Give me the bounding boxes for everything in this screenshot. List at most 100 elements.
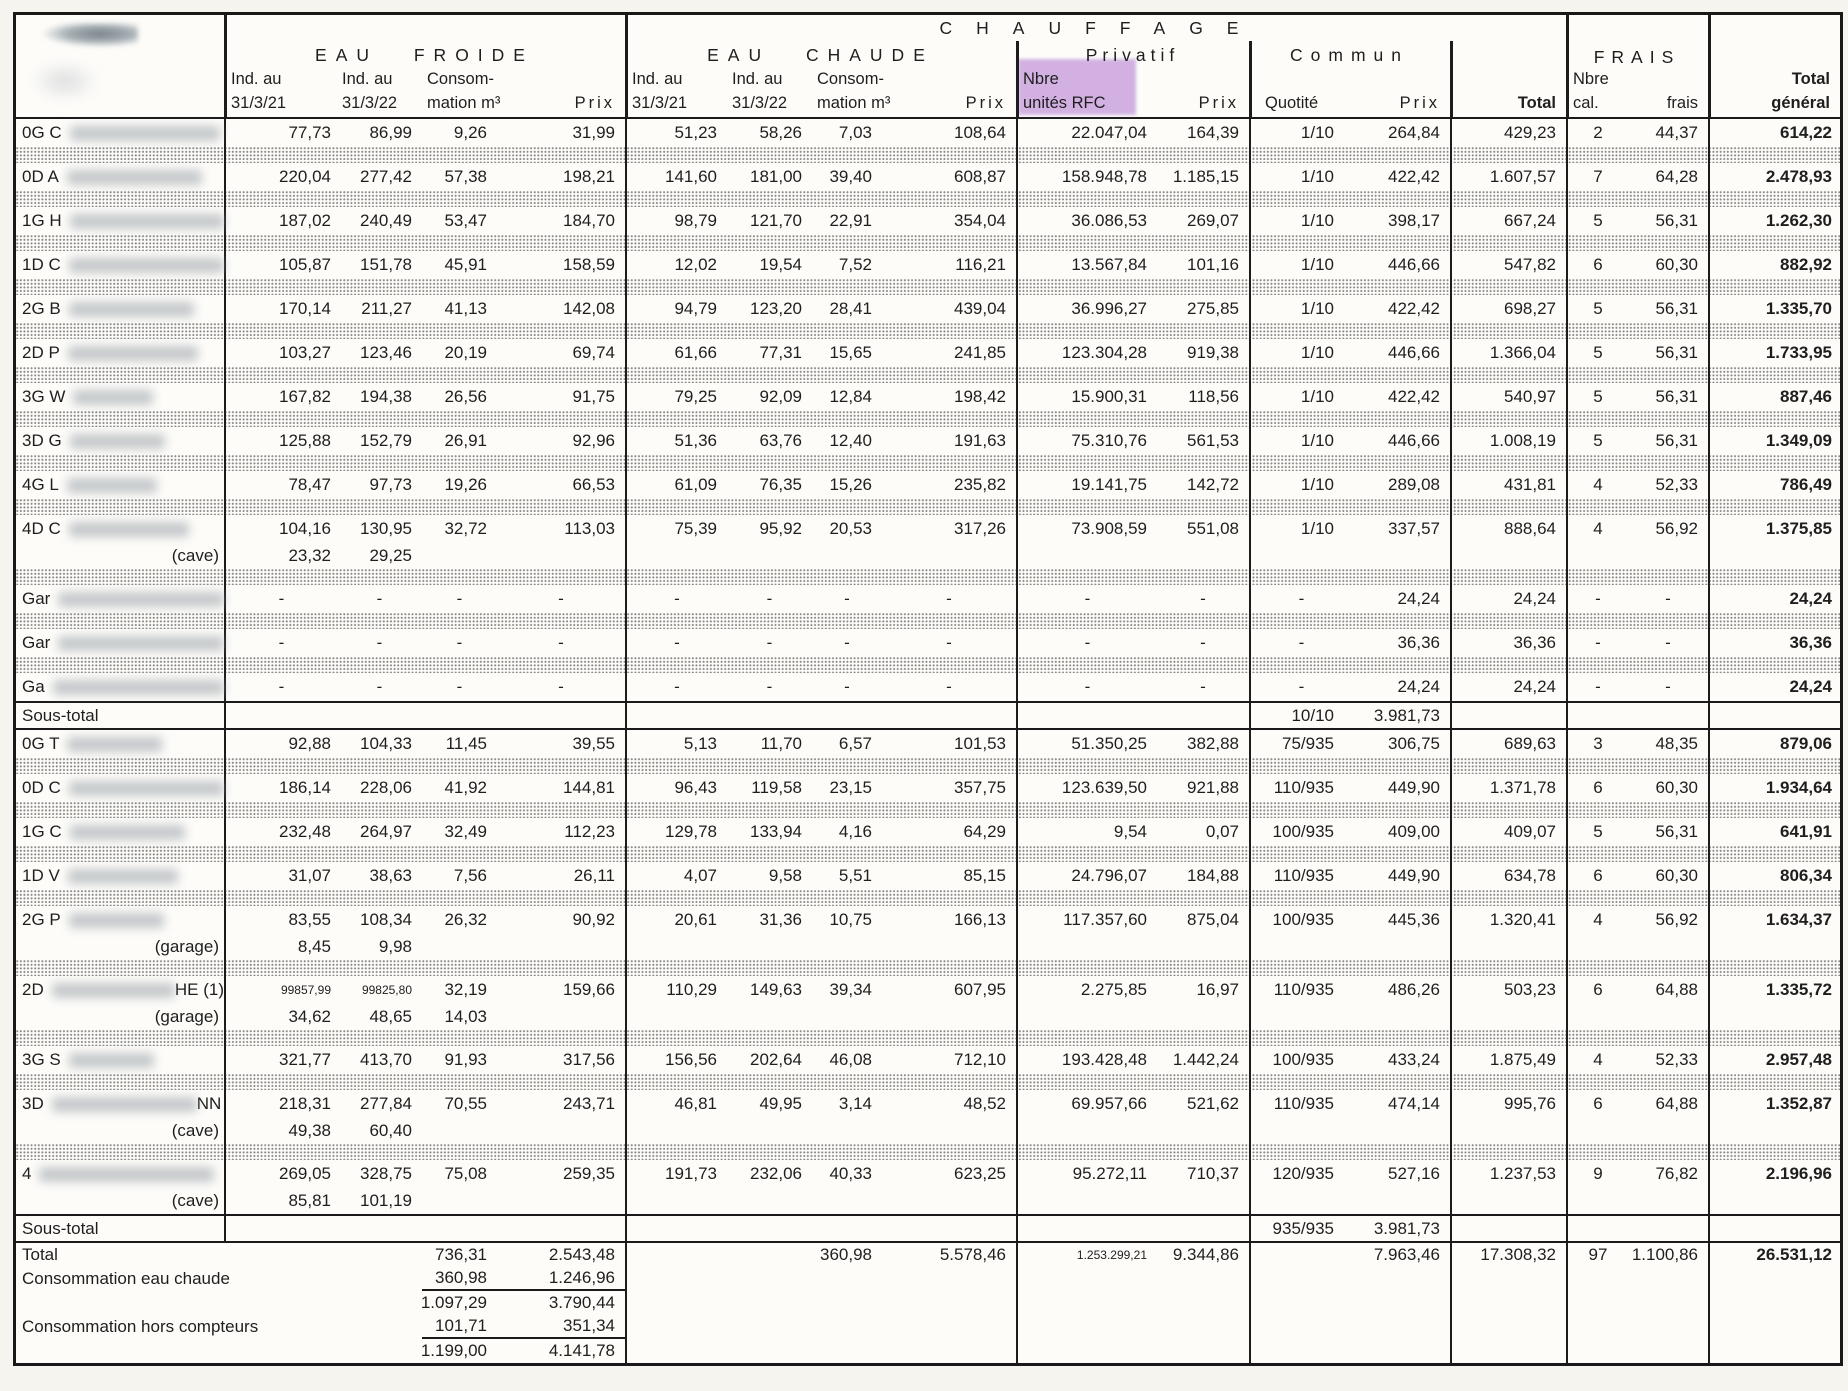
cell-ec-conso (812, 1267, 882, 1291)
table-subrow: (cave) 85,81 101,19 (16, 1188, 1840, 1214)
cell-frais-nbre-cal: 5 (1566, 295, 1628, 323)
cell-ec-ind-22: 92,09 (759, 387, 802, 406)
cell-ec-prix: - (946, 633, 952, 652)
column-divider (1249, 41, 1252, 117)
cell-total-general (1708, 455, 1840, 471)
cell-ef-conso (422, 191, 497, 207)
cell-frais-nbre-cal (1566, 543, 1628, 569)
cell-ec-ind-21 (625, 147, 727, 163)
row-label-cell: 4G L (16, 471, 224, 499)
cell-ec-prix (882, 367, 1016, 383)
cell-ef-ind-22: 240,49 (360, 211, 412, 230)
cell-ef-ind-21: 78,47 (224, 471, 337, 499)
cell-ef-ind-21: 232,48 (224, 818, 337, 846)
cell-ef-conso: 32,19 (444, 980, 487, 999)
cell-ef-ind-22: 108,34 (360, 910, 412, 929)
cell-ef-prix: 317,56 (563, 1050, 615, 1069)
cell-ef-ind-21 (224, 613, 337, 629)
cell-ec-ind-22 (727, 499, 812, 515)
cell-ef-ind-21: 8,45 (224, 934, 337, 960)
cell-ec-conso: 10,75 (829, 910, 872, 929)
cell-ec-ind-22 (727, 279, 812, 295)
cell-ch-prix-privatif (1157, 1118, 1249, 1144)
column-divider (625, 15, 628, 117)
cell-ch-nbre-unites-rfc (1016, 499, 1157, 515)
cell-ec-prix: 191,63 (954, 431, 1006, 450)
cell-ef-ind-21: 31,07 (224, 862, 337, 890)
cell-ef-prix (497, 657, 625, 673)
cell-ef-ind-22 (337, 960, 422, 976)
redacted-logo-smudge (30, 61, 100, 101)
cell-ef-conso: 20,19 (444, 343, 487, 362)
col-header-line1: Ind. au (231, 70, 282, 88)
cell-ec-conso: 7,52 (838, 255, 872, 274)
row-label: 4D C (22, 519, 61, 538)
cell-ef-ind-21 (224, 758, 337, 774)
col-header-ec-conso: Consom-mation m³ (812, 65, 890, 117)
cell-ef-conso: 9,26 (453, 123, 487, 142)
column-divider (1566, 15, 1569, 117)
separator-band (16, 890, 1840, 906)
cell-ec-conso: 12,84 (829, 387, 872, 406)
cell-ec-conso (812, 657, 882, 673)
cell-ch-prix-privatif: 551,08 (1187, 519, 1239, 538)
cell-ch-prix-commun (1352, 1074, 1450, 1090)
table-body: 0G C 77,73 86,99 9,26 31,99 51,23 58,26 7,03 108… (16, 119, 1840, 1363)
cell-ch-quotite (1249, 191, 1352, 207)
cell-total (1450, 235, 1566, 251)
row-label: 1D V (22, 866, 60, 885)
cell-ef-conso: 7,56 (453, 866, 487, 885)
cell-frais-nbre-cal (1566, 455, 1628, 471)
cell-ec-conso (812, 1315, 882, 1339)
cell-ch-prix-privatif: 919,38 (1187, 343, 1239, 362)
redacted-name (52, 679, 224, 695)
cell-frais-nbre-cal (1566, 1188, 1628, 1214)
cell-frais-montant: 56,31 (1655, 211, 1698, 230)
cell-ch-quotite: - (1249, 673, 1352, 701)
col-header-line2: Prix (1399, 94, 1440, 112)
cell-ec-ind-21: - (625, 585, 727, 613)
cell-ch-prix-privatif: 9.344,86 (1172, 1245, 1239, 1264)
cell-total-general: 1.262,30 (1708, 207, 1840, 235)
redacted-name (69, 433, 165, 449)
cell-ch-quotite (1249, 411, 1352, 427)
cell-ec-ind-22 (727, 657, 812, 673)
cell-ef-prix: 184,70 (563, 211, 615, 230)
section-title-frais: FRAIS (1593, 47, 1681, 67)
cell-frais-nbre-cal (1566, 846, 1628, 862)
cell-frais-montant: 56,31 (1655, 431, 1698, 450)
cell-frais-nbre-cal: 4 (1566, 471, 1628, 499)
row-label-cell (16, 411, 224, 427)
cell-ec-prix (882, 1004, 1016, 1030)
cell-ec-conso: 360,98 (820, 1245, 872, 1264)
cell-ef-conso: 26,56 (444, 387, 487, 406)
cell-ef-conso: 32,49 (444, 822, 487, 841)
cell-frais-montant: 52,33 (1655, 475, 1698, 494)
cell-ef-ind-21: 92,88 (224, 730, 337, 758)
cell-ef-ind-21: 105,87 (224, 251, 337, 279)
cell-ec-conso: 39,40 (829, 167, 872, 186)
cell-ec-prix (882, 279, 1016, 295)
cell-total-general (1708, 543, 1840, 569)
col-header-total: Total (1450, 65, 1566, 117)
cell-frais-montant (1628, 1030, 1708, 1046)
redacted-name (69, 213, 224, 229)
row-label-cell (16, 1030, 224, 1046)
redacted-name (68, 301, 194, 317)
cell-ef-ind-22 (337, 499, 422, 515)
cell-total-general (1708, 147, 1840, 163)
table-row: 0G C 77,73 86,99 9,26 31,99 51,23 58,26 7,03 108… (16, 119, 1840, 147)
separator-band (16, 279, 1840, 295)
cell-ch-prix-commun (1352, 1144, 1450, 1160)
redacted-name (51, 1096, 197, 1112)
cell-ef-prix (497, 934, 625, 960)
col-header-line1: Ind. au (632, 70, 683, 88)
cell-total-general (1708, 499, 1840, 515)
cell-ch-nbre-unites-rfc: 13.567,84 (1016, 251, 1157, 279)
cell-ch-prix-commun: 409,00 (1388, 822, 1440, 841)
separator-band (16, 455, 1840, 471)
cell-ef-ind-22 (337, 279, 422, 295)
cell-total-general (1708, 758, 1840, 774)
cell-ch-prix-commun: 422,42 (1388, 167, 1440, 186)
